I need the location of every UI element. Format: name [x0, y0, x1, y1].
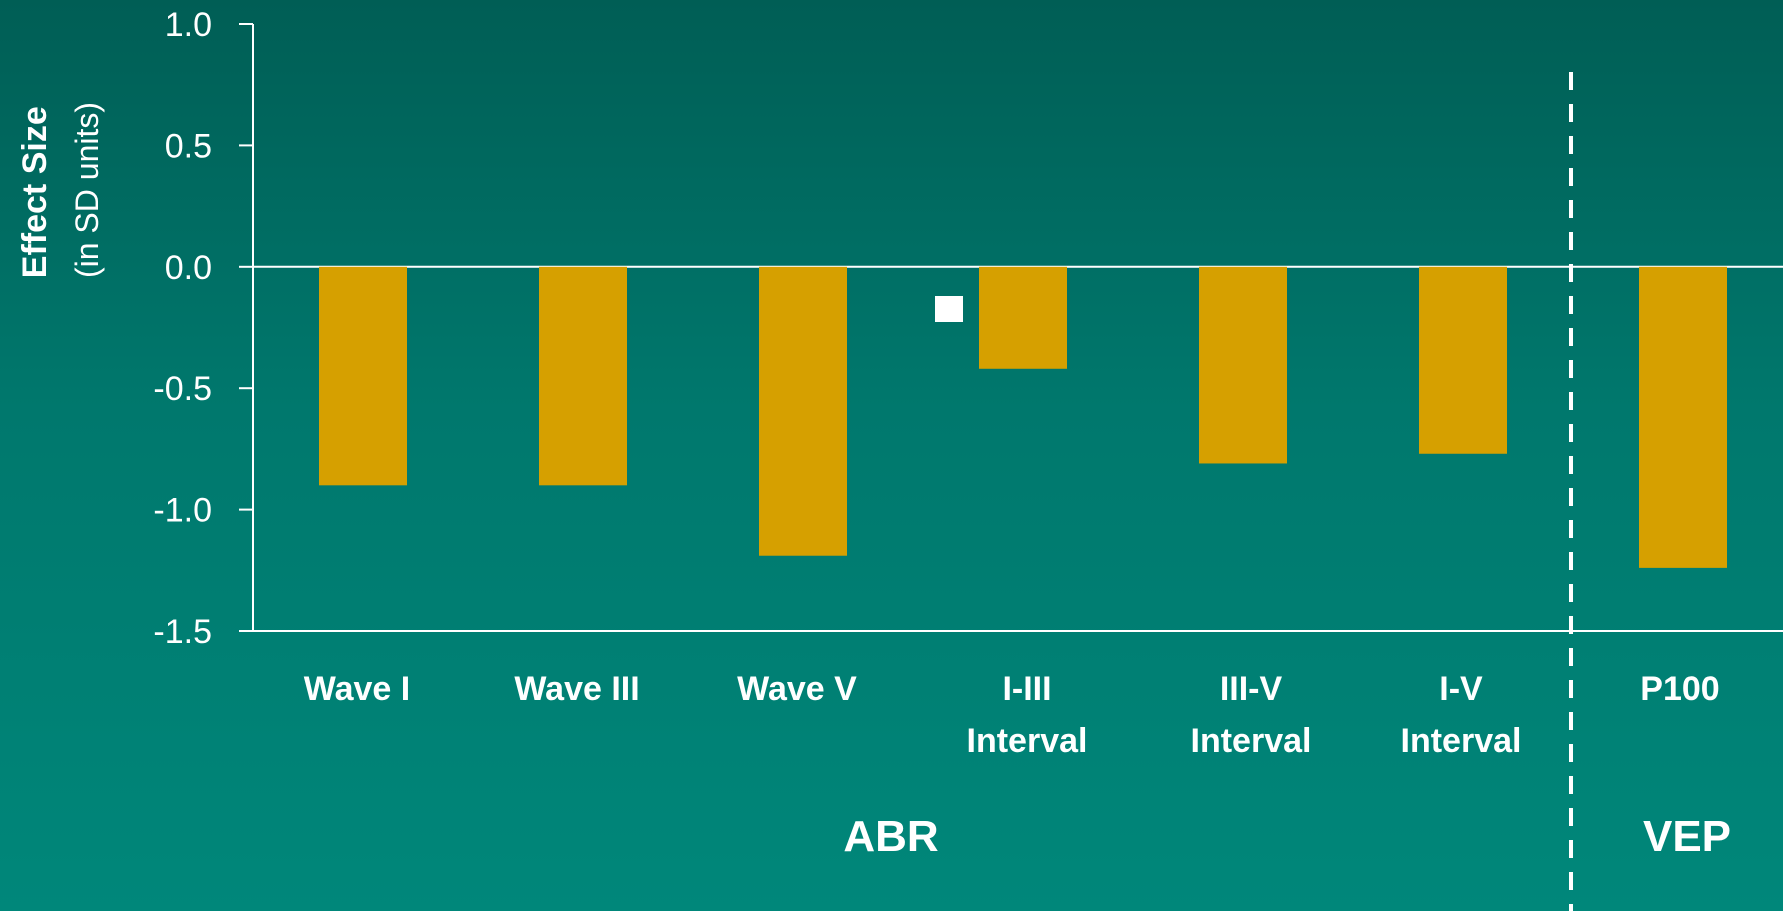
y-tick-label: 0.0 — [165, 249, 212, 287]
x-category-labels: Wave I Wave III Wave V I-III Interval III-V In… — [304, 670, 1720, 760]
x-tick-label-line2: Interval — [967, 722, 1088, 760]
bar — [319, 266, 407, 486]
y-axis-label: Effect Size (in SD units) — [16, 102, 105, 278]
x-tick-label: Wave III — [514, 670, 639, 708]
y-tick-label: -1.5 — [153, 613, 212, 651]
svg-text:Effect Size (in SD units: Effect Size (in SD units) — [16, 102, 105, 278]
x-tick-label-line2: Interval — [1401, 722, 1522, 760]
bar — [759, 266, 847, 556]
y-tick-label: 1.0 — [165, 6, 212, 44]
bars — [319, 266, 1727, 568]
bar — [1419, 266, 1507, 454]
x-tick-label: I-III — [1002, 670, 1051, 708]
x-tick-label: III-V — [1220, 670, 1283, 708]
x-tick-label-line2: Interval — [1191, 722, 1312, 760]
y-tick-label: -1.0 — [153, 492, 212, 530]
group-label: ABR — [843, 812, 938, 861]
bar — [1639, 266, 1727, 568]
y-axis-title: Effect Size — [16, 106, 54, 278]
group-labels: ABR VEP — [843, 812, 1731, 861]
y-axis-subtitle: (in SD units) — [69, 102, 105, 278]
x-tick-label: Wave V — [737, 670, 857, 708]
x-tick-label: I-V — [1439, 670, 1483, 708]
x-tick-label: P100 — [1640, 670, 1719, 708]
legend-marker — [935, 296, 963, 322]
x-tick-label: Wave I — [304, 670, 410, 708]
y-tick-label: 0.5 — [165, 127, 212, 165]
bar — [1199, 266, 1287, 464]
bar — [979, 266, 1067, 369]
y-ticks: 1.0 0.5 0.0 -0.5 -1.0 -1.5 — [153, 6, 253, 651]
y-tick-label: -0.5 — [153, 370, 212, 408]
axes — [252, 24, 1783, 911]
group-label: VEP — [1643, 812, 1731, 861]
bar — [539, 266, 627, 486]
